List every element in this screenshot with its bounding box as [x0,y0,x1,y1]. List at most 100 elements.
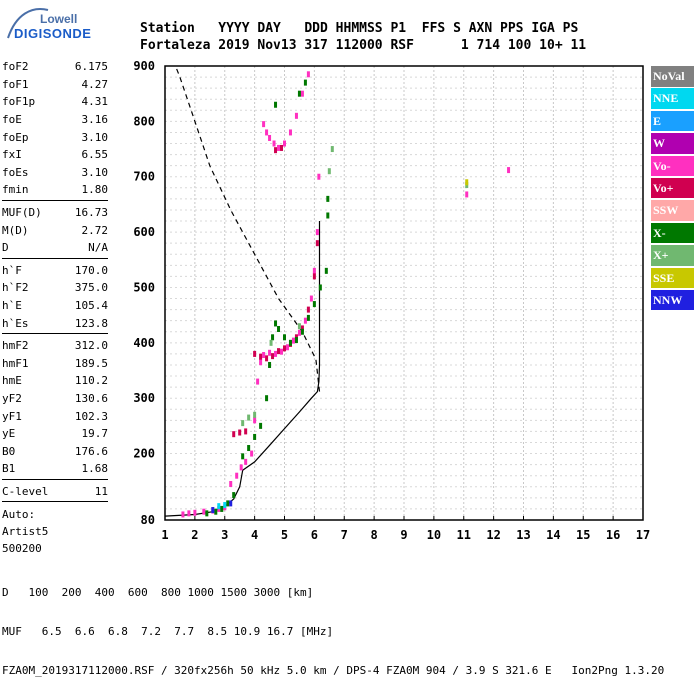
param-name: hmF1 [2,356,29,370]
trace-point [241,420,245,427]
footer-d-label: D [2,586,9,599]
legend-item: NNW [651,289,694,311]
param-name: yF2 [2,391,22,405]
footer-muf-values: 6.5 6.6 6.8 7.2 7.7 8.5 10.9 16.7 [MHz] [41,625,334,638]
param-value: 105.4 [74,299,108,313]
trace-point [241,453,245,460]
trace-point [262,352,266,359]
ionogram-chart: 1 2 3 4 5 6 7 8 9 10 11 12 13 14 15 16 17802003004005006… [133,59,650,542]
trace-point [247,445,251,452]
trace-point [202,508,206,515]
param-name: C-level [2,484,49,498]
polarization-legend: NoVal NNE E W Vo- Vo+ SSW X- X+ SSE NNW [651,66,694,312]
trace-point [280,144,284,151]
trace-point [262,121,266,128]
trace-point [217,503,221,510]
param-value: 170.0 [74,263,108,277]
trace-point [465,179,469,186]
x-tick-label: 4 [251,528,258,542]
param-value: 176.6 [74,444,108,458]
param-row: hmF1 189.5 [2,355,108,373]
param-row: foE 3.16 [2,111,108,129]
trace-point [309,295,313,302]
param-row: B1 1.68 [2,460,108,478]
trace-point [274,320,278,327]
footer: D 100 200 400 600 800 1000 1500 3000 [km… [2,560,664,690]
legend-item: Vo+ [651,177,694,199]
param-name: h`F [2,263,22,277]
trace-point [300,325,304,332]
trace-point [244,458,248,465]
trace-point [268,349,272,356]
x-tick-label: 6 [311,528,318,542]
param-value: 312.0 [74,339,108,353]
param-group: h`F 170.0 h`F2 375.0 h`E 105.4 h`Es 123.8 [2,262,108,334]
trace-point [238,429,242,436]
autoscaling-line: Artist5 [2,525,49,539]
param-value: 16.73 [74,206,108,220]
parameter-panel: foF2 6.175 foF1 4.27 foF1p 4.31 foE 3.16 foEp 3.1… [2,58,108,557]
profile-extrapolation-dashed-line [174,65,321,392]
param-value: 3.16 [81,113,109,127]
x-tick-label: 17 [636,528,650,542]
y-tick-label: 900 [133,59,155,73]
header-line-1: Station YYYY DAY DDD HHMMSS P1 FFS S AXN… [140,21,579,36]
param-value: 130.6 [74,391,108,405]
param-row: M(D) 2.72 [2,221,108,239]
trace-point [268,134,272,141]
trace-point [312,267,316,274]
param-name: h`F2 [2,281,29,295]
trace-point [256,378,260,385]
param-row: C-level 11 [2,483,108,501]
param-name: h`E [2,299,22,313]
trace-point [317,173,321,180]
trace-point [214,508,218,515]
param-value: 1.68 [81,462,109,476]
trace-point [239,464,243,471]
legend-item: SSW [651,200,694,221]
trace-point [269,339,273,346]
trace-point [277,325,281,332]
param-value: 1.80 [81,183,109,197]
y-tick-label: 700 [133,170,155,184]
trace-point [283,345,286,352]
param-row: hmE 110.2 [2,372,108,390]
param-row: foEp 3.10 [2,128,108,146]
trace-point [294,337,298,344]
x-tick-label: 3 [221,528,228,542]
header: Station YYYY DAY DDD HHMMSS P1 FFS S AXN… [140,20,586,54]
legend-item: X+ [651,245,694,266]
trace-point [283,140,286,147]
param-row: B0 176.6 [2,442,108,460]
trace-point [259,422,263,429]
trace-point [271,353,275,360]
trace-point [294,112,298,119]
trace-point [253,411,257,418]
trace-point [265,395,269,402]
trace-point [232,431,236,438]
y-tick-label: 80 [141,513,155,527]
trace-point [312,273,316,280]
trace-point [265,355,269,362]
trace-point [274,101,278,108]
trace-point [247,414,251,421]
param-value: 3.10 [81,130,109,144]
y-tick-label: 500 [133,280,155,294]
trace-point [277,144,281,151]
param-row: yF2 130.6 [2,390,108,408]
param-value: 4.27 [81,77,109,91]
footer-d-values: 100 200 400 600 800 1000 1500 3000 [km] [28,586,314,599]
param-name: foF1 [2,77,29,91]
trace-point [300,328,304,335]
param-value: 189.5 [74,356,108,370]
x-tick-label: 2 [191,528,198,542]
trace-point [324,267,328,274]
param-row: h`Es 123.8 [2,314,108,332]
param-group: MUF(D) 16.73 M(D) 2.72 D N/A [2,204,108,259]
trace-point [283,334,286,341]
param-name: fxI [2,148,22,162]
param-name: M(D) [2,223,29,237]
trace-point [205,510,209,517]
trace-point [297,329,301,336]
trace-point [330,146,334,153]
